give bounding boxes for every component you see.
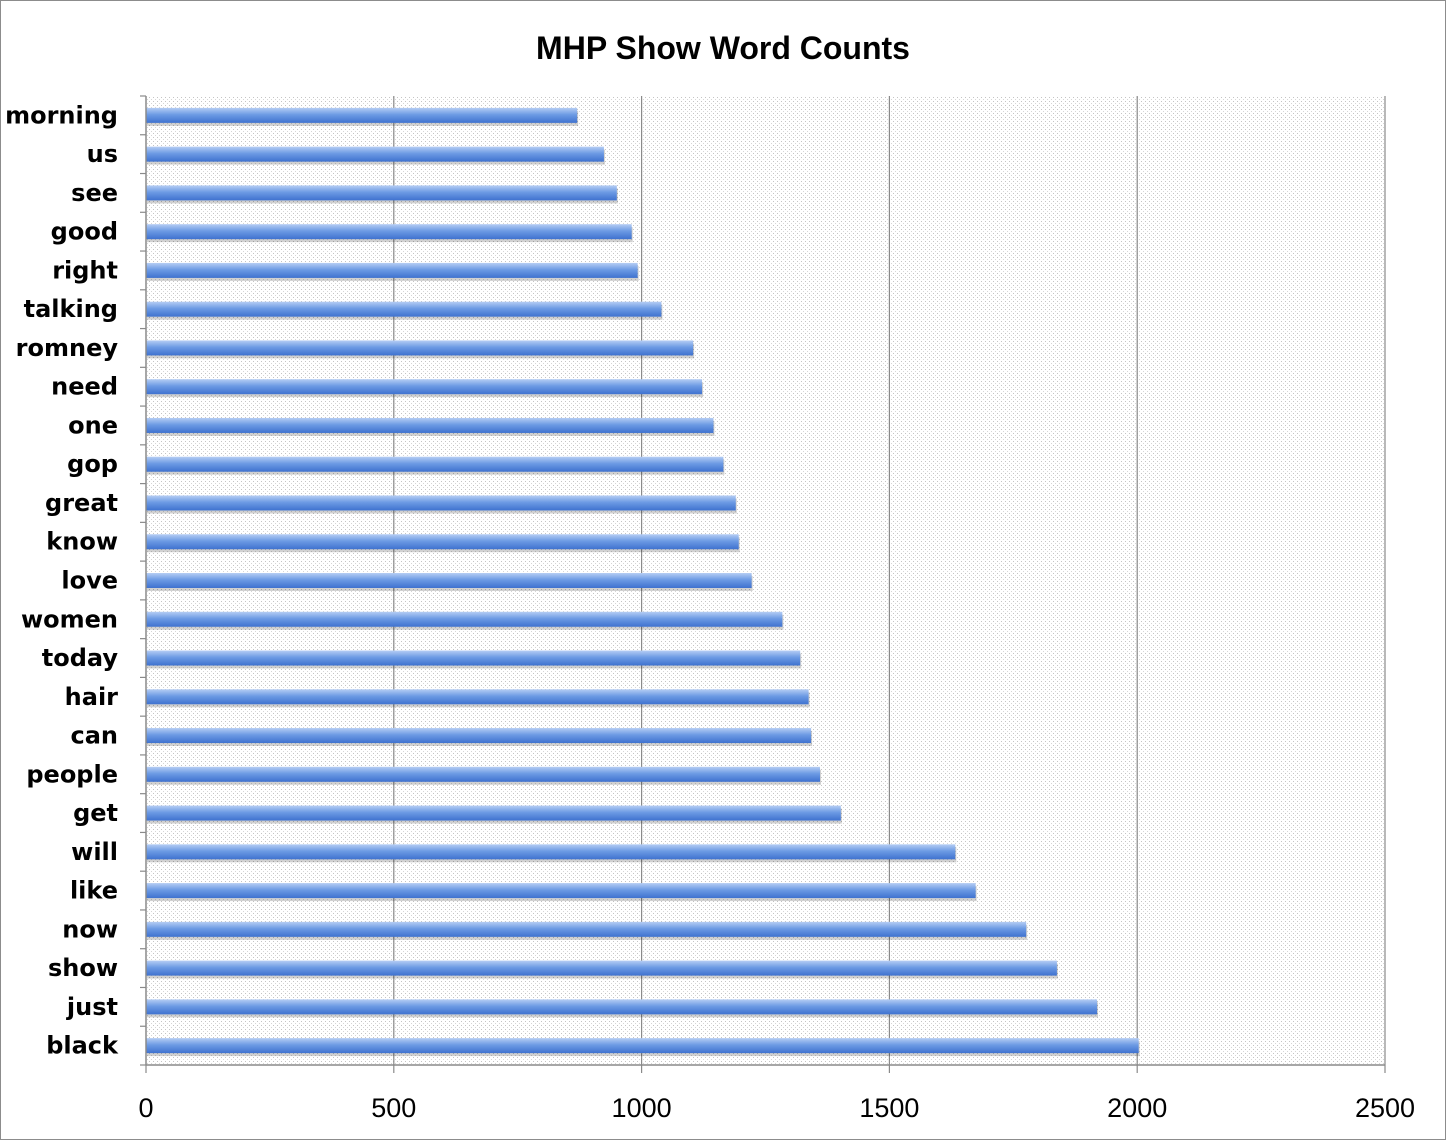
- category-label: today: [42, 644, 119, 672]
- category-label: will: [71, 838, 118, 866]
- bar: [146, 611, 783, 627]
- bar: [146, 883, 976, 899]
- bar: [146, 728, 812, 744]
- category-label: right: [52, 256, 118, 284]
- category-label: can: [70, 722, 118, 750]
- bar: [146, 960, 1057, 976]
- category-label: romney: [16, 334, 119, 362]
- category-label: black: [46, 1032, 119, 1060]
- bar: [146, 1038, 1139, 1054]
- category-label: need: [51, 373, 118, 401]
- bar: [146, 573, 752, 588]
- category-label: great: [45, 489, 118, 517]
- category-label: women: [21, 605, 118, 633]
- bar: [146, 766, 821, 782]
- category-label: us: [87, 140, 118, 168]
- chart-title: MHP Show Word Counts: [536, 30, 910, 66]
- category-label: love: [61, 567, 118, 595]
- bar: [146, 689, 809, 705]
- bar: [146, 107, 578, 123]
- x-tick-label: 1500: [859, 1093, 919, 1123]
- category-label: hair: [65, 683, 119, 711]
- category-label: talking: [24, 295, 118, 323]
- bar: [146, 650, 801, 666]
- category-label: just: [66, 993, 118, 1021]
- x-tick-label: 0: [138, 1093, 153, 1123]
- bar: [146, 417, 714, 433]
- bar: [146, 844, 956, 860]
- bar: [146, 921, 1027, 937]
- bar: [146, 185, 617, 201]
- bar: [146, 805, 841, 821]
- bar: [146, 534, 739, 550]
- bar: [146, 146, 604, 162]
- bar: [146, 456, 724, 472]
- category-label: now: [62, 915, 118, 943]
- category-label: see: [71, 179, 118, 207]
- bar: [146, 224, 632, 240]
- bar: [146, 495, 736, 511]
- x-tick-label: 500: [371, 1093, 416, 1123]
- bar: [146, 340, 694, 356]
- bar: [146, 379, 703, 395]
- bar: [146, 999, 1098, 1015]
- category-label: one: [68, 411, 118, 439]
- category-label: gop: [67, 450, 118, 478]
- category-label: know: [46, 528, 118, 556]
- x-tick-label: 1000: [612, 1093, 672, 1123]
- category-label: show: [48, 954, 118, 982]
- x-tick-label: 2500: [1355, 1093, 1415, 1123]
- category-label: people: [26, 760, 118, 788]
- category-label: get: [73, 799, 118, 827]
- category-label: good: [51, 218, 118, 246]
- x-tick-label: 2000: [1107, 1093, 1167, 1123]
- category-label: like: [70, 877, 118, 905]
- category-label: morning: [5, 101, 118, 129]
- bar: [146, 301, 662, 317]
- bar: [146, 262, 638, 278]
